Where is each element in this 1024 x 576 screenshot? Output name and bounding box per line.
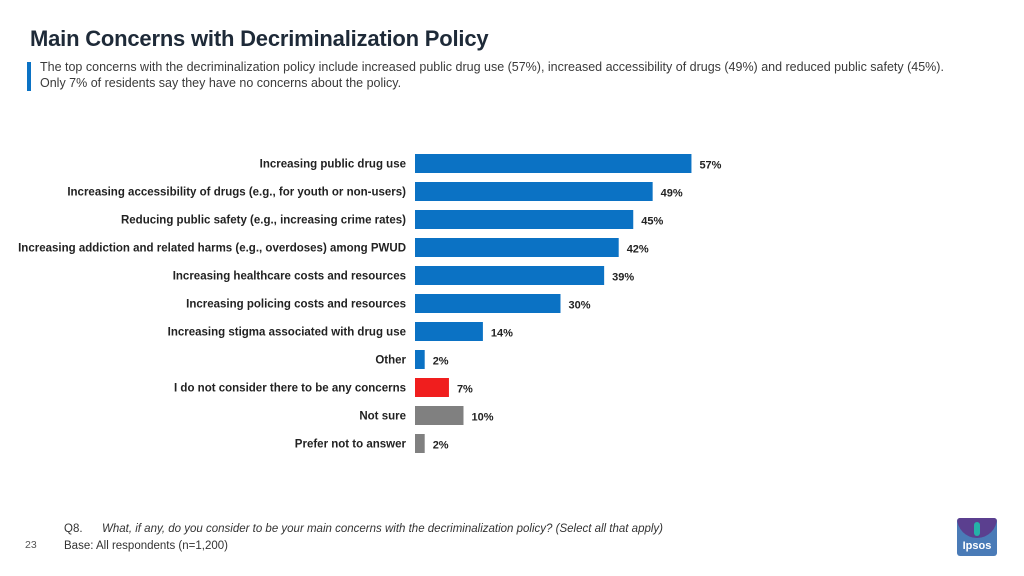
bar [415, 350, 425, 369]
question-text: What, if any, do you consider to be your… [102, 523, 664, 535]
page-number: 23 [25, 539, 37, 551]
category-label: Increasing stigma associated with drug u… [168, 327, 406, 339]
value-label: 30% [569, 300, 591, 312]
category-label: Increasing healthcare costs and resource… [173, 271, 406, 283]
value-label: 49% [661, 188, 683, 200]
category-label: Increasing public drug use [260, 159, 406, 171]
logo-text: Ipsos [962, 540, 992, 552]
value-label: 10% [472, 412, 494, 424]
accent-bar [27, 62, 31, 91]
value-label: 7% [457, 384, 473, 396]
value-label: 42% [627, 244, 649, 256]
category-label: Increasing policing costs and resources [186, 299, 406, 311]
bar [415, 266, 605, 285]
value-label: 2% [433, 440, 449, 452]
question-number: Q8. [64, 523, 83, 535]
bar [415, 434, 425, 453]
category-label: Increasing addiction and related harms (… [18, 243, 406, 255]
bar [415, 406, 464, 425]
bar [415, 378, 449, 397]
bar-chart: Increasing public drug use 57% Increasing … [0, 140, 1024, 470]
bar [415, 210, 634, 229]
bar [415, 154, 692, 173]
category-label: Increasing accessibility of drugs (e.g.,… [67, 187, 406, 199]
category-label: Prefer not to answer [295, 439, 407, 451]
bar-chart-svg: Increasing public drug use 57% Increasing … [18, 154, 722, 453]
logo-mark [974, 522, 980, 536]
question-note: Q8. What, if any, do you consider to be y… [64, 523, 663, 535]
category-label: I do not consider there to be any concer… [174, 383, 406, 395]
value-label: 45% [641, 216, 663, 228]
bar [415, 322, 483, 341]
page-subtitle: The top concerns with the decriminalizat… [40, 60, 944, 90]
category-label: Not sure [359, 411, 406, 423]
value-label: 2% [433, 356, 449, 368]
value-label: 57% [699, 160, 721, 172]
bar [415, 182, 653, 201]
category-label: Reducing public safety (e.g., increasing… [121, 215, 406, 227]
bar [415, 294, 561, 313]
value-label: 39% [612, 272, 634, 284]
bar [415, 238, 619, 257]
category-label: Other [375, 355, 406, 367]
base-note: Base: All respondents (n=1,200) [64, 540, 228, 552]
ipsos-logo: Ipsos [957, 518, 997, 556]
page-title: Main Concerns with Decriminalization Pol… [30, 26, 489, 51]
value-label: 14% [491, 328, 513, 340]
